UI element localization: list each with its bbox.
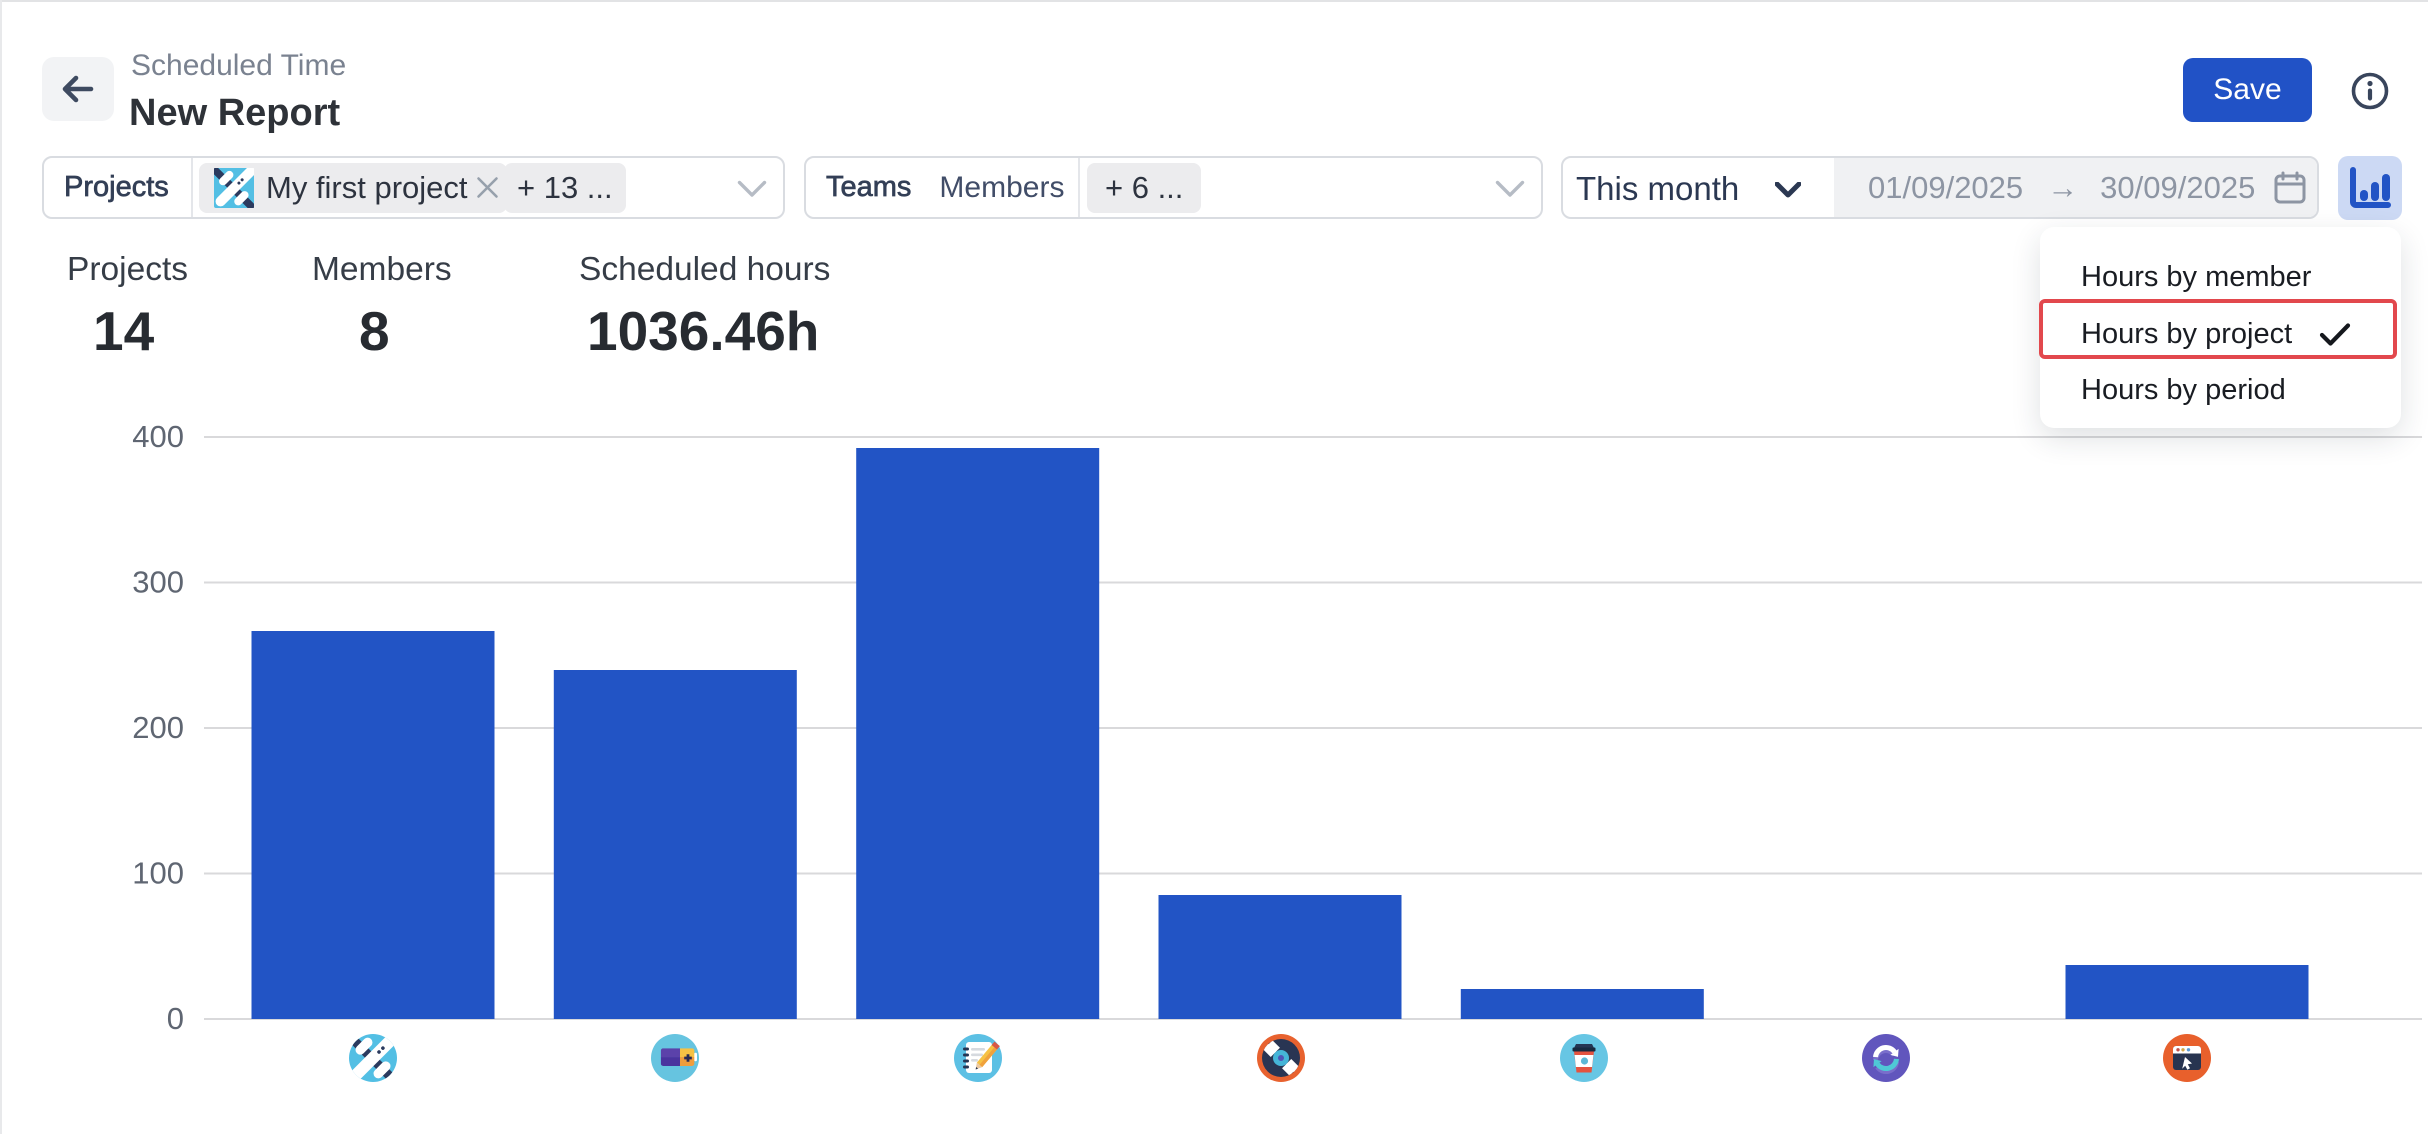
svg-text:400: 400: [132, 419, 184, 454]
svg-text:200: 200: [132, 710, 184, 745]
svg-text:300: 300: [132, 565, 184, 600]
svg-text:100: 100: [132, 856, 184, 891]
svg-text:0: 0: [167, 1001, 184, 1036]
